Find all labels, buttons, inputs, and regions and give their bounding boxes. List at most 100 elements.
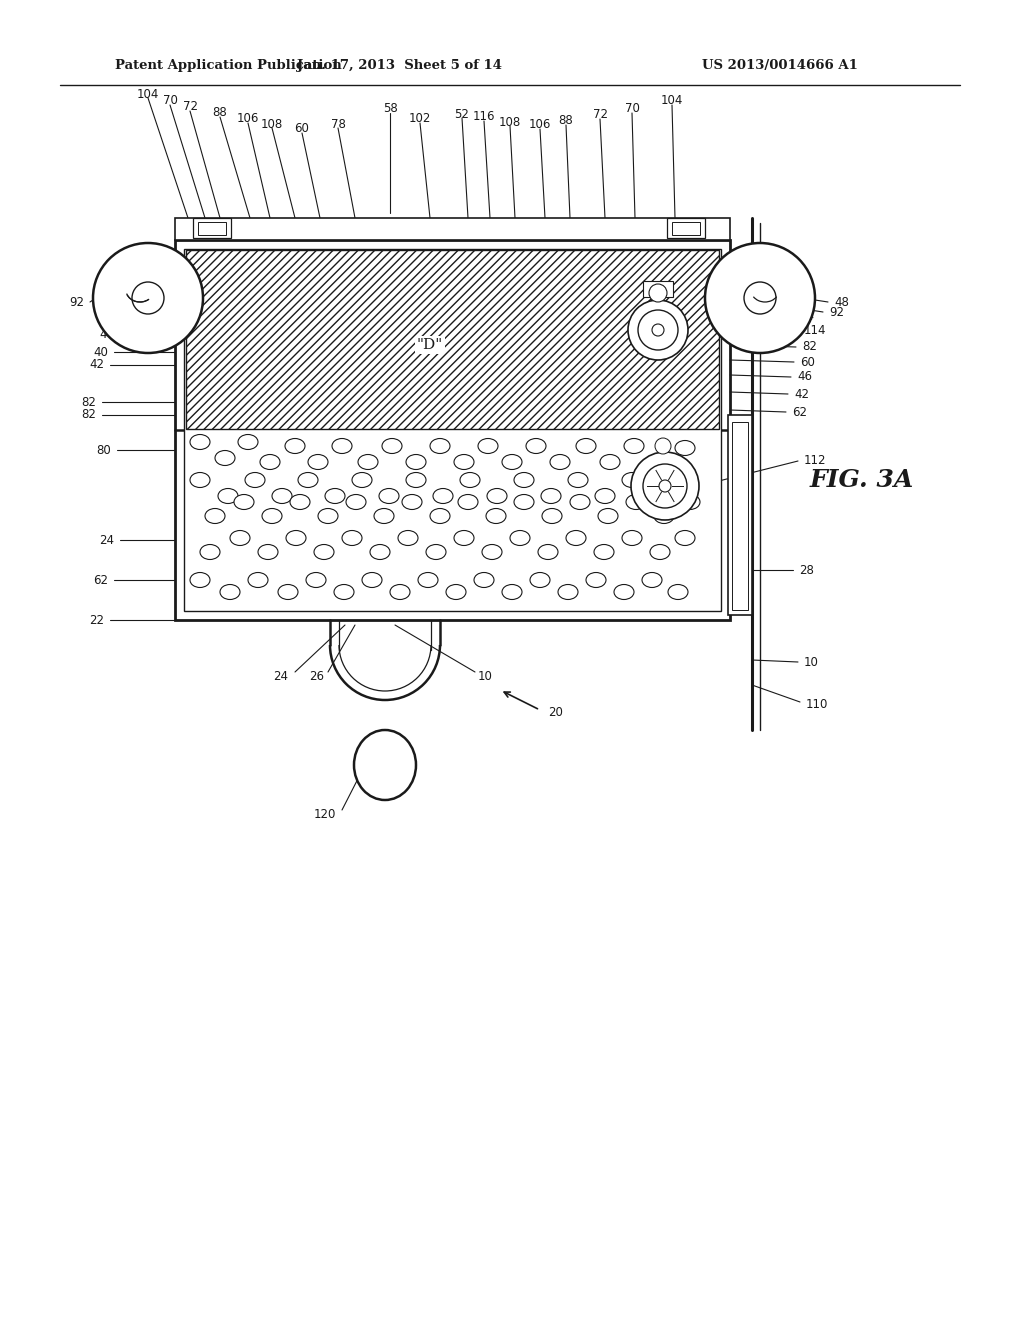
Circle shape — [93, 243, 203, 352]
Text: 40: 40 — [93, 346, 108, 359]
Ellipse shape — [285, 438, 305, 454]
Text: 70: 70 — [163, 95, 177, 107]
Text: 50: 50 — [99, 284, 114, 297]
Text: 60: 60 — [295, 123, 309, 136]
Circle shape — [132, 282, 164, 314]
Text: 88: 88 — [213, 107, 227, 120]
Circle shape — [655, 438, 671, 454]
Ellipse shape — [675, 441, 695, 455]
Ellipse shape — [258, 544, 278, 560]
Ellipse shape — [675, 531, 695, 545]
Ellipse shape — [530, 573, 550, 587]
Text: 48: 48 — [834, 296, 849, 309]
Text: 10: 10 — [478, 671, 493, 684]
Ellipse shape — [248, 573, 268, 587]
Text: 82: 82 — [81, 396, 96, 408]
Ellipse shape — [594, 544, 614, 560]
Circle shape — [705, 243, 815, 352]
Ellipse shape — [458, 495, 478, 510]
Ellipse shape — [374, 508, 394, 524]
Ellipse shape — [382, 438, 402, 454]
Bar — [732, 422, 748, 610]
Text: 64: 64 — [799, 310, 814, 323]
Text: 24: 24 — [99, 533, 114, 546]
Ellipse shape — [354, 730, 416, 800]
Text: 62: 62 — [93, 573, 108, 586]
Ellipse shape — [550, 454, 570, 470]
Ellipse shape — [262, 508, 282, 524]
Ellipse shape — [218, 488, 238, 503]
Ellipse shape — [342, 531, 362, 545]
Bar — [198, 222, 226, 235]
Text: 52: 52 — [455, 107, 469, 120]
Circle shape — [638, 310, 678, 350]
Ellipse shape — [220, 585, 240, 599]
Ellipse shape — [234, 495, 254, 510]
Ellipse shape — [402, 495, 422, 510]
Ellipse shape — [426, 544, 446, 560]
Text: 10: 10 — [804, 656, 819, 668]
Ellipse shape — [406, 454, 426, 470]
Text: 44: 44 — [99, 329, 114, 342]
Bar — [643, 281, 673, 297]
Bar — [186, 249, 719, 429]
Ellipse shape — [626, 495, 646, 510]
Ellipse shape — [558, 585, 578, 599]
Ellipse shape — [290, 495, 310, 510]
Ellipse shape — [482, 544, 502, 560]
Ellipse shape — [215, 450, 234, 466]
Ellipse shape — [648, 454, 668, 470]
Text: 82: 82 — [81, 408, 96, 421]
Ellipse shape — [433, 488, 453, 503]
Text: 22: 22 — [89, 614, 104, 627]
Text: 64: 64 — [106, 314, 121, 326]
Ellipse shape — [430, 508, 450, 524]
Text: 112: 112 — [804, 454, 826, 467]
Ellipse shape — [487, 488, 507, 503]
Circle shape — [744, 282, 776, 314]
Circle shape — [652, 323, 664, 337]
Ellipse shape — [538, 544, 558, 560]
Ellipse shape — [526, 438, 546, 454]
Text: 92: 92 — [69, 296, 84, 309]
Text: "D": "D" — [417, 338, 443, 352]
Circle shape — [649, 284, 667, 302]
Text: 78: 78 — [331, 117, 345, 131]
Bar — [667, 218, 705, 238]
Ellipse shape — [278, 585, 298, 599]
Ellipse shape — [568, 473, 588, 487]
Ellipse shape — [595, 488, 615, 503]
Ellipse shape — [398, 531, 418, 545]
Text: 120: 120 — [313, 808, 336, 821]
Text: 104: 104 — [660, 95, 683, 107]
Text: 110: 110 — [806, 698, 828, 711]
Ellipse shape — [325, 488, 345, 503]
Circle shape — [628, 300, 688, 360]
Ellipse shape — [474, 573, 494, 587]
Ellipse shape — [649, 488, 669, 503]
Ellipse shape — [624, 438, 644, 454]
Ellipse shape — [306, 573, 326, 587]
Text: Patent Application Publication: Patent Application Publication — [115, 58, 342, 71]
Circle shape — [643, 465, 687, 508]
Ellipse shape — [200, 544, 220, 560]
Circle shape — [631, 451, 699, 520]
Text: 58: 58 — [383, 103, 397, 116]
Ellipse shape — [272, 488, 292, 503]
Ellipse shape — [362, 573, 382, 587]
Ellipse shape — [190, 473, 210, 487]
Bar — [193, 218, 231, 238]
Text: 20: 20 — [548, 706, 563, 719]
Ellipse shape — [430, 438, 450, 454]
Text: 102: 102 — [409, 112, 431, 125]
Ellipse shape — [406, 473, 426, 487]
Ellipse shape — [570, 495, 590, 510]
Text: 46: 46 — [797, 371, 812, 384]
Ellipse shape — [379, 488, 399, 503]
Bar — [175, 240, 730, 620]
Text: 116: 116 — [473, 111, 496, 124]
Text: 114: 114 — [804, 323, 826, 337]
Text: 82: 82 — [802, 341, 817, 354]
Ellipse shape — [502, 585, 522, 599]
Ellipse shape — [446, 585, 466, 599]
